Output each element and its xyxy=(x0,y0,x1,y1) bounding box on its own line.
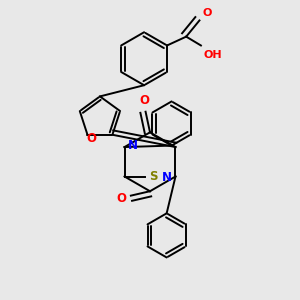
Text: O: O xyxy=(86,132,96,145)
Text: N: N xyxy=(162,172,172,184)
Text: OH: OH xyxy=(203,50,222,60)
Text: O: O xyxy=(116,192,126,205)
Text: N: N xyxy=(128,139,138,152)
Text: O: O xyxy=(139,94,149,107)
Text: S: S xyxy=(149,170,158,183)
Text: O: O xyxy=(202,8,212,17)
